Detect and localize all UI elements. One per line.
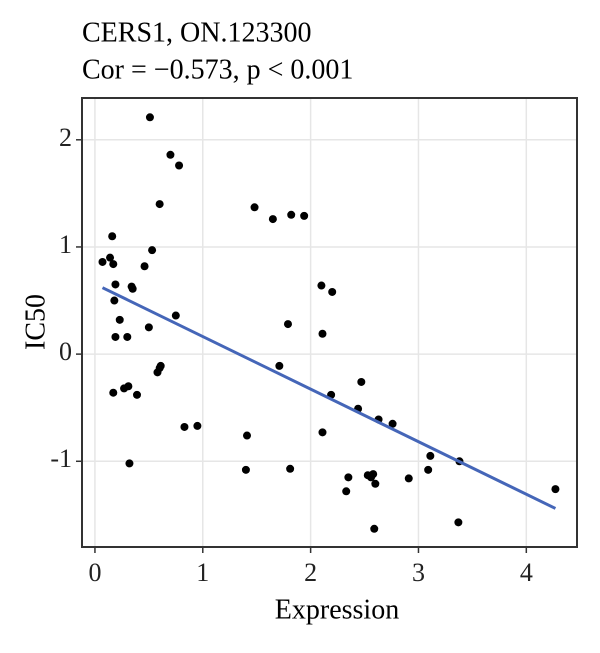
point — [357, 377, 366, 386]
y-tick-label: 1 — [59, 230, 72, 259]
x-tick-label: 2 — [304, 558, 317, 587]
point — [404, 474, 413, 483]
point — [370, 524, 379, 533]
point — [155, 364, 164, 373]
x-tick-label: 4 — [520, 558, 533, 587]
plot-background — [82, 98, 577, 547]
x-tick-label: 1 — [196, 558, 209, 587]
x-tick-label: 0 — [88, 558, 101, 587]
point — [111, 280, 120, 289]
point — [148, 246, 157, 255]
regression-line — [101, 286, 557, 510]
point — [551, 485, 560, 494]
point — [155, 200, 164, 209]
y-tick-label: -1 — [50, 444, 72, 473]
point — [287, 210, 296, 219]
point — [243, 431, 251, 440]
point — [145, 113, 154, 122]
point — [369, 470, 378, 479]
point — [140, 262, 149, 271]
point — [123, 332, 132, 341]
point — [454, 518, 463, 527]
point — [106, 253, 115, 262]
point — [109, 388, 118, 397]
point — [275, 361, 284, 370]
point — [300, 211, 309, 220]
point — [128, 284, 137, 293]
point — [371, 479, 380, 488]
point — [424, 465, 433, 474]
point — [171, 311, 180, 320]
point — [268, 215, 277, 224]
x-tick-label: 3 — [412, 558, 425, 587]
point — [175, 161, 184, 170]
point — [286, 464, 295, 473]
x-axis-title: Expression — [275, 594, 399, 625]
point — [109, 260, 118, 269]
point — [250, 203, 259, 212]
point — [318, 329, 327, 338]
point — [124, 382, 133, 391]
point — [317, 281, 326, 290]
point — [318, 428, 327, 437]
point — [115, 315, 124, 324]
point — [110, 296, 119, 305]
point — [111, 332, 120, 341]
point — [328, 287, 337, 296]
plot-border — [81, 97, 578, 548]
point — [166, 150, 175, 159]
point — [241, 465, 250, 474]
point — [180, 422, 189, 431]
point — [125, 459, 134, 468]
point — [426, 451, 435, 460]
point — [193, 421, 202, 430]
point — [342, 487, 351, 496]
y-tick-label: 0 — [59, 337, 72, 366]
point — [283, 320, 292, 329]
chart-title: CERS1, ON.123300 — [82, 17, 311, 48]
point — [388, 419, 397, 428]
y-axis-title: IC50 — [20, 294, 51, 350]
chart-subtitle: Cor = −0.573, p < 0.001 — [82, 54, 353, 85]
point — [98, 257, 107, 266]
point — [108, 232, 117, 241]
point — [344, 473, 353, 482]
point — [144, 323, 153, 332]
y-tick-label: 2 — [59, 123, 72, 152]
point — [133, 390, 141, 399]
